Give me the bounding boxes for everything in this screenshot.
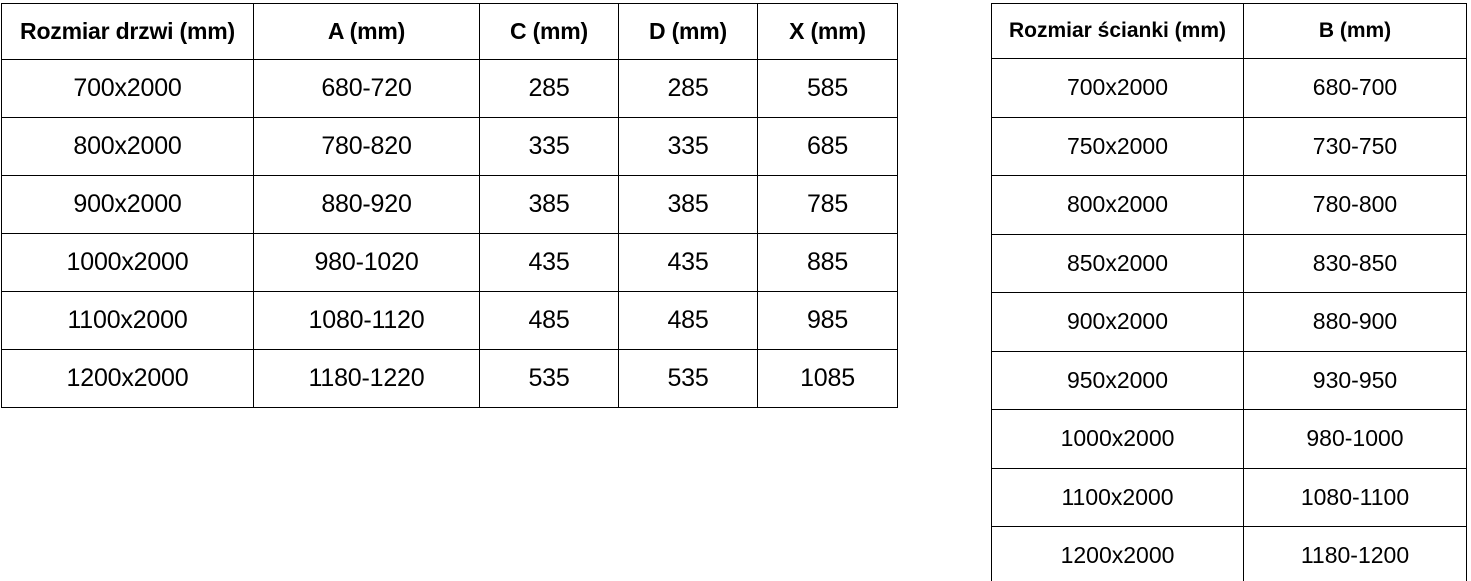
door-size-table-header: Rozmiar drzwi (mm) A (mm) C (mm) D (mm) X (m… (1, 3, 898, 60)
cell-size: 950x2000 (991, 350, 1244, 410)
cell-size: 850x2000 (991, 233, 1244, 293)
table-row: 950x2000 930-950 (991, 350, 1467, 410)
cell-size: 1200x2000 (1, 349, 254, 408)
cell-value: 880-920 (253, 175, 480, 234)
cell-size: 1100x2000 (991, 467, 1244, 527)
table-row: 800x2000 780-800 (991, 175, 1467, 235)
cell-size: 900x2000 (991, 292, 1244, 352)
table-row: 800x2000 780-820 335 335 685 (1, 117, 898, 176)
cell-size: 750x2000 (991, 116, 1244, 176)
cell-value: 1085 (757, 349, 898, 408)
table-row: 700x2000 680-720 285 285 585 (1, 59, 898, 118)
cell-value: 435 (479, 233, 619, 292)
wall-size-table-header: Rozmiar ścianki (mm) B (mm) (991, 3, 1467, 59)
cell-value: 385 (618, 175, 758, 234)
cell-value: 335 (479, 117, 619, 176)
cell-value: 680-700 (1243, 58, 1467, 118)
cell-value: 785 (757, 175, 898, 234)
door-size-table: Rozmiar drzwi (mm) A (mm) C (mm) D (mm) X (m… (1, 3, 898, 408)
cell-value: 585 (757, 59, 898, 118)
cell-size: 700x2000 (1, 59, 254, 118)
cell-size: 1000x2000 (991, 409, 1244, 469)
cell-size: 800x2000 (991, 175, 1244, 235)
cell-value: 435 (618, 233, 758, 292)
table-row: 1100x2000 1080-1100 (991, 467, 1467, 527)
cell-value: 930-950 (1243, 350, 1467, 410)
cell-value: 830-850 (1243, 233, 1467, 293)
column-header-2: B (mm) (1243, 3, 1467, 59)
cell-value: 780-820 (253, 117, 480, 176)
cell-size: 1100x2000 (1, 291, 254, 350)
table-row: 1100x2000 1080-1120 485 485 985 (1, 291, 898, 350)
cell-value: 885 (757, 233, 898, 292)
column-header-2: A (mm) (253, 3, 480, 60)
cell-value: 285 (479, 59, 619, 118)
column-header-5: X (mm) (757, 3, 898, 60)
door-size-table-body: 700x2000 680-720 285 285 585 800x2000 780-820 3… (1, 59, 898, 408)
cell-value: 780-800 (1243, 175, 1467, 235)
column-header-1: Rozmiar ścianki (mm) (991, 3, 1244, 59)
table-row: 1200x2000 1180-1200 (991, 526, 1467, 581)
cell-value: 985 (757, 291, 898, 350)
column-header-3: C (mm) (479, 3, 619, 60)
cell-value: 485 (479, 291, 619, 350)
table-row: 1200x2000 1180-1220 535 535 1085 (1, 349, 898, 408)
table-row: 750x2000 730-750 (991, 116, 1467, 176)
cell-value: 535 (618, 349, 758, 408)
table-row: 900x2000 880-900 (991, 292, 1467, 352)
table-row: 1000x2000 980-1020 435 435 885 (1, 233, 898, 292)
cell-size: 900x2000 (1, 175, 254, 234)
cell-size: 800x2000 (1, 117, 254, 176)
cell-size: 1200x2000 (991, 526, 1244, 581)
cell-value: 285 (618, 59, 758, 118)
cell-size: 700x2000 (991, 58, 1244, 118)
cell-value: 485 (618, 291, 758, 350)
cell-value: 880-900 (1243, 292, 1467, 352)
cell-value: 1180-1200 (1243, 526, 1467, 581)
wall-size-table: Rozmiar ścianki (mm) B (mm) 700x2000 680-7… (991, 3, 1467, 581)
cell-value: 535 (479, 349, 619, 408)
column-header-4: D (mm) (618, 3, 758, 60)
cell-value: 685 (757, 117, 898, 176)
cell-value: 335 (618, 117, 758, 176)
cell-value: 680-720 (253, 59, 480, 118)
table-header-row: Rozmiar ścianki (mm) B (mm) (991, 3, 1467, 59)
table-row: 1000x2000 980-1000 (991, 409, 1467, 469)
cell-value: 730-750 (1243, 116, 1467, 176)
wall-size-table-body: 700x2000 680-700 750x2000 730-750 800x2000 78… (991, 58, 1467, 581)
table-header-row: Rozmiar drzwi (mm) A (mm) C (mm) D (mm) X (m… (1, 3, 898, 60)
table-row: 850x2000 830-850 (991, 233, 1467, 293)
cell-value: 1180-1220 (253, 349, 480, 408)
cell-value: 980-1020 (253, 233, 480, 292)
cell-value: 385 (479, 175, 619, 234)
cell-value: 1080-1120 (253, 291, 480, 350)
table-row: 900x2000 880-920 385 385 785 (1, 175, 898, 234)
cell-value: 980-1000 (1243, 409, 1467, 469)
table-row: 700x2000 680-700 (991, 58, 1467, 118)
cell-value: 1080-1100 (1243, 467, 1467, 527)
column-header-1: Rozmiar drzwi (mm) (1, 3, 254, 60)
cell-size: 1000x2000 (1, 233, 254, 292)
